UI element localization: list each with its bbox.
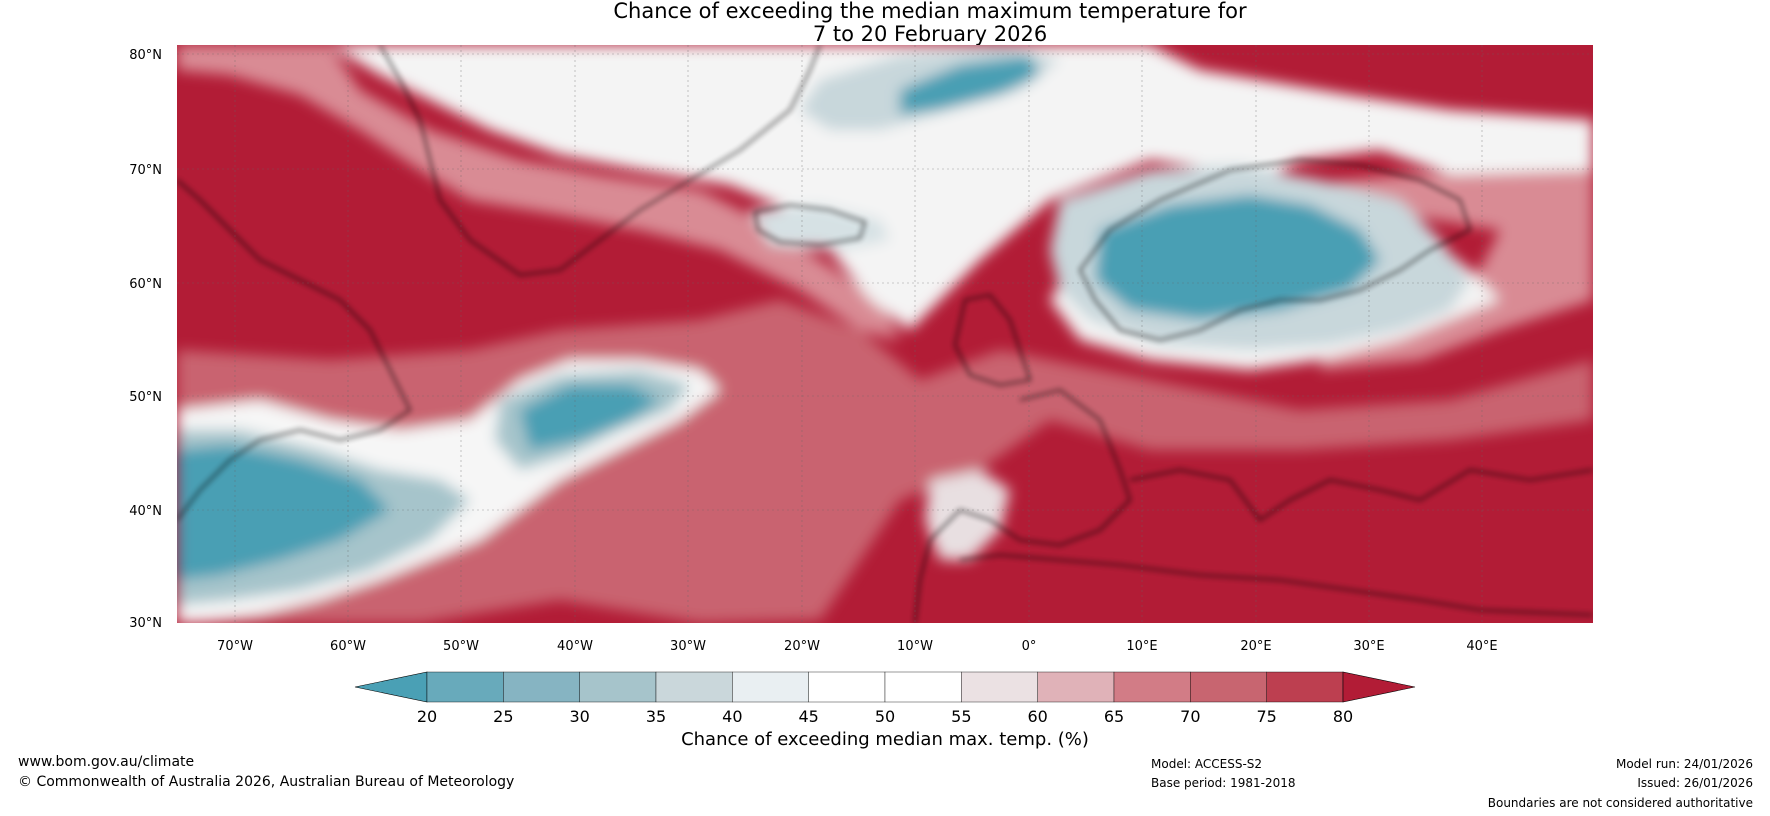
colorbar-ticks: 20 25 30 35 40 45 50 55 60 65 70 75 80 bbox=[417, 707, 1353, 726]
colorbar-segment bbox=[1190, 671, 1267, 703]
lon-label-70w: 70°W bbox=[217, 639, 253, 654]
colorbar-tick-label: 20 bbox=[417, 707, 437, 726]
cool-anomaly-midatl bbox=[520, 385, 660, 450]
coastlines bbox=[177, 45, 1593, 623]
lon-label-30e: 30°E bbox=[1353, 639, 1384, 654]
lon-label-30w: 30°W bbox=[670, 639, 706, 654]
footer-base-period: Base period: 1981-2018 bbox=[1151, 776, 1296, 790]
colorbar-segment bbox=[503, 671, 580, 703]
colorbar-extend-low bbox=[354, 671, 428, 703]
footer-model: Model: ACCESS-S2 bbox=[1151, 757, 1263, 771]
colorbar-label: Chance of exceeding median max. temp. (%… bbox=[681, 729, 1089, 750]
iceland-coast bbox=[754, 204, 866, 246]
lat-label-60: 60°N bbox=[129, 277, 162, 292]
neutral-zone-iberia bbox=[925, 470, 1010, 560]
latitude-labels: 80°N 70°N 60°N 50°N 40°N 30°N bbox=[129, 48, 162, 631]
colorbar-tick-label: 25 bbox=[493, 707, 513, 726]
cool-anomaly-arctic bbox=[900, 55, 1040, 115]
footer-disclaimer: Boundaries are not considered authoritat… bbox=[1487, 796, 1753, 810]
colorbar-segment bbox=[1037, 671, 1115, 703]
graticule bbox=[177, 45, 1593, 623]
colorbar bbox=[354, 671, 1416, 703]
greenland-coast bbox=[379, 45, 821, 276]
colorbar-tick-label: 65 bbox=[1104, 707, 1124, 726]
footer-copyright: © Commonwealth of Australia 2026, Austra… bbox=[18, 774, 515, 790]
cool-anomaly-nwatl bbox=[177, 445, 390, 580]
colorbar-segment bbox=[808, 671, 886, 703]
map-panel bbox=[177, 45, 1593, 623]
colorbar-segment bbox=[426, 671, 504, 703]
warm-transition-north bbox=[177, 45, 900, 340]
footer-issued: Issued: 26/01/2026 bbox=[1637, 776, 1753, 790]
lat-label-30: 30°N bbox=[129, 616, 162, 631]
colorbar-tick-label: 70 bbox=[1180, 707, 1200, 726]
lat-label-80: 80°N bbox=[129, 48, 162, 63]
colorbar-tick-label: 50 bbox=[875, 707, 895, 726]
lon-label-20w: 20°W bbox=[784, 639, 820, 654]
footer-website[interactable]: www.bom.gov.au/climate bbox=[18, 754, 195, 770]
colorbar-segment bbox=[1266, 671, 1344, 703]
colorbar-tick-label: 30 bbox=[569, 707, 589, 726]
lat-label-40: 40°N bbox=[129, 504, 162, 519]
lon-label-60w: 60°W bbox=[330, 639, 366, 654]
title-line-1: Chance of exceeding the median maximum t… bbox=[613, 0, 1247, 23]
colorbar-segment bbox=[655, 671, 733, 703]
lon-label-10w: 10°W bbox=[897, 639, 933, 654]
lon-label-0: 0° bbox=[1022, 639, 1037, 654]
colorbar-tick-label: 35 bbox=[646, 707, 666, 726]
colorbar-segment bbox=[961, 671, 1038, 703]
colorbar-tick-label: 80 bbox=[1333, 707, 1353, 726]
longitude-labels: 70°W 60°W 50°W 40°W 30°W 20°W 10°W 0° 10… bbox=[217, 639, 1498, 654]
scandinavia-coast bbox=[1079, 159, 1471, 341]
warm-transition-east bbox=[1250, 170, 1593, 370]
lat-label-70: 70°N bbox=[129, 163, 162, 178]
cool-anomaly-scandinavia bbox=[1095, 195, 1380, 320]
colorbar-extend-high bbox=[1342, 671, 1416, 703]
title-line-2: 7 to 20 February 2026 bbox=[812, 22, 1048, 46]
lon-label-40w: 40°W bbox=[557, 639, 593, 654]
colorbar-tick-label: 60 bbox=[1027, 707, 1047, 726]
europe-coast bbox=[914, 389, 1131, 623]
colorbar-tick-label: 55 bbox=[951, 707, 971, 726]
lat-label-50: 50°N bbox=[129, 390, 162, 405]
lon-label-10e: 10°E bbox=[1126, 639, 1157, 654]
british-isles-coast bbox=[954, 294, 1032, 386]
lon-label-20e: 20°E bbox=[1240, 639, 1271, 654]
colorbar-tick-label: 40 bbox=[722, 707, 742, 726]
colorbar-segment bbox=[884, 671, 962, 703]
map-title: Chance of exceeding the median maximum t… bbox=[0, 0, 1770, 46]
lon-label-50w: 50°W bbox=[443, 639, 479, 654]
colorbar-segment bbox=[732, 671, 809, 703]
colorbar-segment bbox=[1113, 671, 1191, 703]
north-america-coast bbox=[177, 179, 412, 521]
lon-label-40e: 40°E bbox=[1466, 639, 1497, 654]
africa-coast bbox=[959, 554, 1593, 616]
colorbar-segment bbox=[579, 671, 657, 703]
colorbar-tick-label: 45 bbox=[798, 707, 818, 726]
mediterranean-coast bbox=[1129, 469, 1593, 522]
colorbar-tick-label: 75 bbox=[1256, 707, 1276, 726]
footer-model-run: Model run: 24/01/2026 bbox=[1615, 757, 1753, 771]
